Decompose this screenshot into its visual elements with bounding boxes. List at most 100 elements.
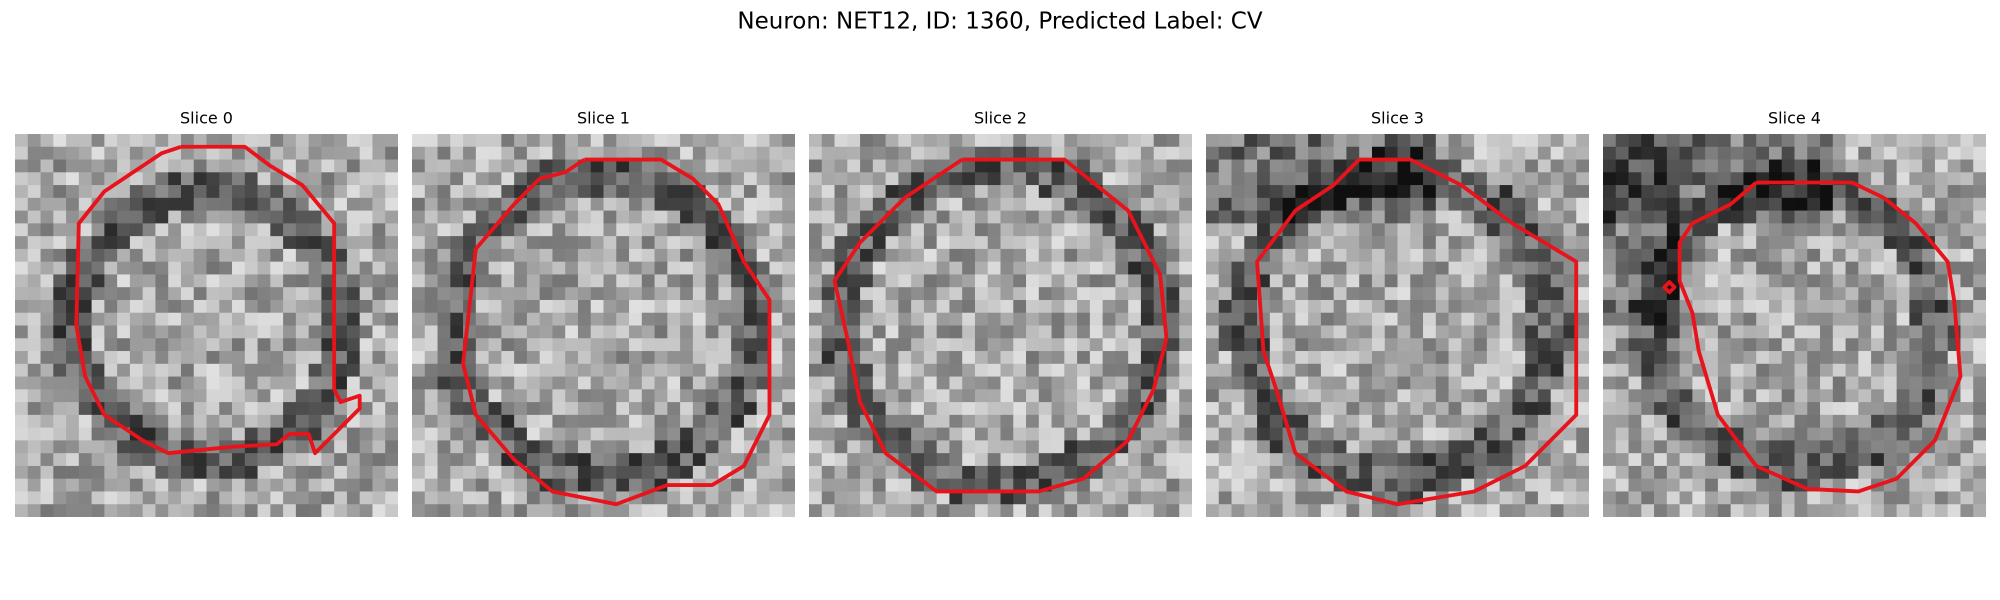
- pixel: [1832, 261, 1846, 275]
- pixel: [949, 325, 963, 339]
- pixel: [1257, 478, 1271, 492]
- pixel: [1115, 504, 1129, 517]
- pixel: [603, 376, 617, 390]
- pixel: [1384, 414, 1398, 429]
- pixel: [641, 299, 655, 314]
- pixel: [1845, 414, 1859, 429]
- pixel: [1423, 312, 1437, 326]
- pixel: [193, 414, 207, 429]
- pixel: [629, 453, 643, 467]
- pixel: [117, 363, 131, 377]
- pixel: [769, 440, 783, 454]
- pixel: [731, 287, 745, 301]
- pixel: [1666, 465, 1680, 480]
- pixel: [219, 478, 233, 492]
- pixel: [577, 312, 592, 326]
- pixel: [1563, 325, 1577, 339]
- pixel: [565, 274, 579, 288]
- pixel: [1320, 197, 1335, 211]
- pixel: [488, 414, 502, 429]
- pixel: [155, 389, 169, 403]
- pixel: [1102, 146, 1116, 160]
- pixel: [962, 478, 976, 492]
- pixel: [1013, 440, 1027, 454]
- pixel: [1512, 146, 1526, 160]
- pixel: [1666, 134, 1680, 148]
- pixel: [1768, 338, 1783, 352]
- pixel: [1064, 248, 1078, 263]
- pixel: [987, 389, 1001, 403]
- pixel: [565, 261, 579, 275]
- pixel: [1115, 453, 1129, 467]
- pixel: [1960, 134, 1974, 148]
- pixel: [654, 299, 668, 314]
- pixel: [270, 402, 284, 416]
- pixel: [1525, 236, 1539, 250]
- pixel: [1308, 363, 1322, 377]
- pixel: [1615, 287, 1629, 301]
- pixel: [1871, 210, 1885, 224]
- pixel: [629, 504, 643, 517]
- pixel: [346, 248, 361, 263]
- pixel: [1845, 453, 1859, 467]
- pixel: [1973, 312, 1986, 326]
- pixel: [1807, 402, 1821, 416]
- pixel: [1576, 185, 1589, 199]
- pixel: [1333, 261, 1347, 275]
- pixel: [1705, 491, 1719, 505]
- pixel: [180, 427, 195, 441]
- pixel: [1115, 427, 1129, 441]
- pixel: [936, 389, 950, 403]
- pixel: [219, 389, 233, 403]
- pixel: [1397, 274, 1411, 288]
- pixel: [565, 236, 579, 250]
- pixel: [385, 172, 398, 186]
- pixel: [1435, 299, 1449, 314]
- pixel: [809, 261, 823, 275]
- pixel: [1705, 236, 1719, 250]
- pixel: [193, 210, 207, 224]
- pixel: [667, 172, 681, 186]
- pixel: [1832, 453, 1846, 467]
- pixel: [1909, 338, 1923, 352]
- pixel: [872, 185, 886, 199]
- pixel: [346, 363, 361, 377]
- pixel: [743, 325, 758, 339]
- pixel: [1128, 197, 1142, 211]
- pixel: [1550, 134, 1564, 148]
- pixel: [1576, 376, 1589, 390]
- pixel: [834, 134, 848, 148]
- pixel: [1654, 287, 1668, 301]
- pixel: [1768, 389, 1783, 403]
- pixel: [577, 465, 592, 480]
- pixel: [1102, 248, 1116, 263]
- pixel: [257, 287, 271, 301]
- pixel: [1206, 312, 1220, 326]
- pixel: [1320, 312, 1335, 326]
- pixel: [718, 312, 732, 326]
- pixel: [1423, 287, 1437, 301]
- pixel: [1346, 338, 1360, 352]
- pixel: [1666, 376, 1680, 390]
- pixel: [104, 504, 118, 517]
- pixel: [1537, 210, 1552, 224]
- pixel: [821, 453, 835, 467]
- pixel: [78, 248, 92, 263]
- pixel: [1179, 223, 1192, 237]
- pixel: [155, 287, 169, 301]
- pixel: [206, 223, 220, 237]
- pixel: [1934, 197, 1949, 211]
- pixel: [731, 376, 745, 390]
- pixel: [769, 274, 783, 288]
- pixel: [1820, 338, 1834, 352]
- pixel: [283, 185, 297, 199]
- pixel: [1179, 248, 1192, 263]
- pixel: [1512, 261, 1526, 275]
- pixel: [1179, 159, 1192, 173]
- pixel: [475, 465, 489, 480]
- pixel: [1257, 389, 1271, 403]
- pixel: [718, 185, 732, 199]
- pixel: [91, 325, 105, 339]
- pixel: [731, 338, 745, 352]
- pixel: [40, 427, 54, 441]
